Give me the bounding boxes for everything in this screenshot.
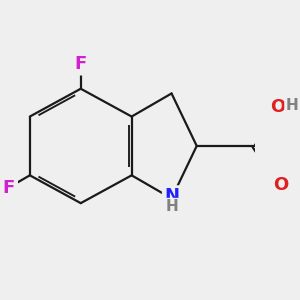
Text: F: F <box>75 56 87 74</box>
Text: H: H <box>285 98 298 113</box>
Text: O: O <box>270 98 286 116</box>
Text: N: N <box>164 188 179 206</box>
Text: H: H <box>165 199 178 214</box>
Text: O: O <box>273 176 288 194</box>
Text: F: F <box>3 178 15 196</box>
